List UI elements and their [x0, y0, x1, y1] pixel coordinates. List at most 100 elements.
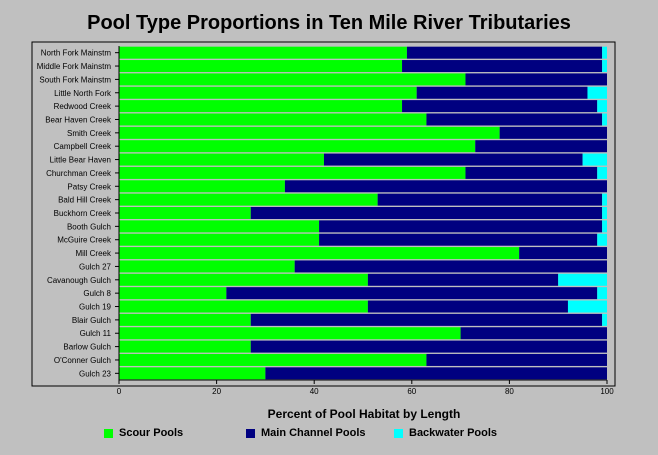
bar-smith-creek-scour-pools — [119, 126, 500, 139]
legend-label-main-channel: Main Channel Pools — [261, 427, 366, 439]
legend-swatch-backwater — [394, 428, 403, 438]
bar-mcguire-creek-scour-pools — [119, 233, 320, 246]
legend-main-channel-pools: Main Channel Pools — [246, 426, 366, 440]
bar-south-fork-mainstm-main-channel-pools — [465, 73, 607, 86]
bar-smith-creek-main-channel-pools — [499, 126, 607, 139]
bar-cavanough-gulch-main-channel-pools — [367, 273, 559, 286]
bar-bear-haven-creek-backwater-pools — [602, 113, 607, 126]
bar-little-bear-haven-backwater-pools — [582, 153, 607, 166]
legend-scour-pools: Scour Pools — [104, 426, 183, 440]
category-label-barlow-gulch: Barlow Gulch — [63, 343, 111, 352]
legend-backwater-pools: Backwater Pools — [394, 426, 497, 440]
bar-little-north-fork-main-channel-pools — [416, 86, 588, 99]
bar-gulch-27-scour-pools — [119, 260, 295, 273]
bar-booth-gulch-backwater-pools — [602, 220, 607, 233]
bar-blair-gulch-backwater-pools — [602, 313, 607, 326]
bar-gulch-8-scour-pools — [119, 287, 227, 300]
bar-o-conner-gulch-main-channel-pools — [426, 353, 607, 366]
category-label-buckhorn-creek: Buckhorn Creek — [54, 209, 112, 218]
category-label-booth-gulch: Booth Gulch — [67, 222, 111, 231]
x-tick-label-100: 100 — [600, 387, 614, 396]
bar-little-north-fork-scour-pools — [119, 86, 417, 99]
x-tick-label-80: 80 — [505, 387, 514, 396]
bar-bald-hill-creek-backwater-pools — [602, 193, 607, 206]
chart-title: Pool Type Proportions in Ten Mile River … — [87, 12, 571, 34]
bar-bear-haven-creek-main-channel-pools — [426, 113, 603, 126]
bar-redwood-creek-backwater-pools — [597, 100, 607, 113]
bar-churchman-creek-main-channel-pools — [465, 166, 598, 179]
bar-middle-fork-mainstm-backwater-pools — [602, 60, 607, 73]
bar-buckhorn-creek-scour-pools — [119, 207, 251, 219]
bar-north-fork-mainstm-backwater-pools — [602, 46, 607, 59]
bar-gulch-11-scour-pools — [119, 327, 461, 340]
bar-barlow-gulch-scour-pools — [119, 340, 251, 353]
bar-redwood-creek-scour-pools — [119, 100, 403, 113]
category-label-bear-haven-creek: Bear Haven Creek — [45, 115, 112, 124]
category-label-churchman-creek: Churchman Creek — [46, 169, 112, 178]
bar-churchman-creek-backwater-pools — [597, 166, 607, 179]
category-label-little-bear-haven: Little Bear Haven — [50, 156, 111, 165]
category-label-middle-fork-mainstm: Middle Fork Mainstm — [37, 62, 112, 71]
bar-little-bear-haven-scour-pools — [119, 153, 324, 166]
bar-bear-haven-creek-scour-pools — [119, 113, 427, 126]
x-tick-label-20: 20 — [212, 387, 221, 396]
bar-mill-creek-main-channel-pools — [519, 247, 607, 260]
category-label-gulch-8: Gulch 8 — [83, 289, 111, 298]
bar-cavanough-gulch-scour-pools — [119, 273, 368, 286]
bar-gulch-8-main-channel-pools — [226, 287, 598, 300]
bar-mcguire-creek-backwater-pools — [597, 233, 607, 246]
legend-swatch-main-channel — [246, 428, 255, 438]
bar-middle-fork-mainstm-main-channel-pools — [402, 60, 603, 73]
bar-buckhorn-creek-main-channel-pools — [250, 207, 603, 219]
bar-booth-gulch-main-channel-pools — [319, 220, 603, 233]
bar-cavanough-gulch-backwater-pools — [558, 273, 607, 286]
bar-mill-creek-scour-pools — [119, 247, 520, 260]
bar-blair-gulch-main-channel-pools — [250, 313, 603, 326]
bar-north-fork-mainstm-main-channel-pools — [406, 46, 603, 59]
category-label-gulch-11: Gulch 11 — [80, 329, 112, 338]
bar-bald-hill-creek-main-channel-pools — [377, 193, 603, 206]
category-label-cavanough-gulch: Cavanough Gulch — [47, 276, 111, 285]
bar-bald-hill-creek-scour-pools — [119, 193, 378, 206]
bar-gulch-27-main-channel-pools — [294, 260, 607, 273]
category-label-mcguire-creek: McGuire Creek — [57, 236, 112, 245]
bar-gulch-23-scour-pools — [119, 367, 266, 380]
bar-middle-fork-mainstm-scour-pools — [119, 60, 403, 73]
bar-booth-gulch-scour-pools — [119, 220, 320, 233]
bar-gulch-23-main-channel-pools — [265, 367, 607, 380]
bar-little-bear-haven-main-channel-pools — [323, 153, 583, 166]
bar-buckhorn-creek-backwater-pools — [602, 207, 607, 219]
category-label-redwood-creek: Redwood Creek — [54, 102, 112, 111]
bar-gulch-19-scour-pools — [119, 300, 368, 313]
category-label-gulch-23: Gulch 23 — [79, 369, 112, 378]
bar-gulch-19-main-channel-pools — [367, 300, 568, 313]
bar-campbell-creek-scour-pools — [119, 140, 476, 153]
category-label-blair-gulch: Blair Gulch — [72, 316, 111, 325]
bar-barlow-gulch-main-channel-pools — [250, 340, 607, 353]
x-axis-label: Percent of Pool Habitat by Length — [267, 407, 461, 421]
bar-gulch-11-main-channel-pools — [460, 327, 607, 340]
category-label-north-fork-mainstm: North Fork Mainstm — [41, 49, 112, 58]
bar-north-fork-mainstm-scour-pools — [119, 46, 407, 59]
category-label-bald-hill-creek: Bald Hill Creek — [58, 196, 112, 205]
category-label-smith-creek: Smith Creek — [67, 129, 112, 138]
category-label-patsy-creek: Patsy Creek — [67, 182, 112, 191]
category-label-south-fork-mainstm: South Fork Mainstm — [39, 75, 111, 84]
category-label-o-conner-gulch: O'Conner Gulch — [54, 356, 111, 365]
bar-churchman-creek-scour-pools — [119, 166, 466, 179]
legend-label-backwater: Backwater Pools — [409, 427, 498, 439]
bar-campbell-creek-main-channel-pools — [475, 140, 607, 153]
bar-gulch-8-backwater-pools — [597, 287, 607, 300]
bar-patsy-creek-scour-pools — [119, 180, 285, 193]
category-label-campbell-creek: Campbell Creek — [54, 142, 112, 151]
x-tick-label-60: 60 — [407, 387, 416, 396]
category-label-mill-creek: Mill Creek — [75, 249, 112, 258]
bar-redwood-creek-main-channel-pools — [402, 100, 598, 113]
legend-label-scour: Scour Pools — [119, 427, 184, 439]
bar-gulch-19-backwater-pools — [567, 300, 607, 313]
legend-swatch-scour — [104, 428, 113, 438]
x-tick-label-40: 40 — [310, 387, 319, 396]
bar-mcguire-creek-main-channel-pools — [319, 233, 598, 246]
category-label-gulch-19: Gulch 19 — [79, 303, 112, 312]
